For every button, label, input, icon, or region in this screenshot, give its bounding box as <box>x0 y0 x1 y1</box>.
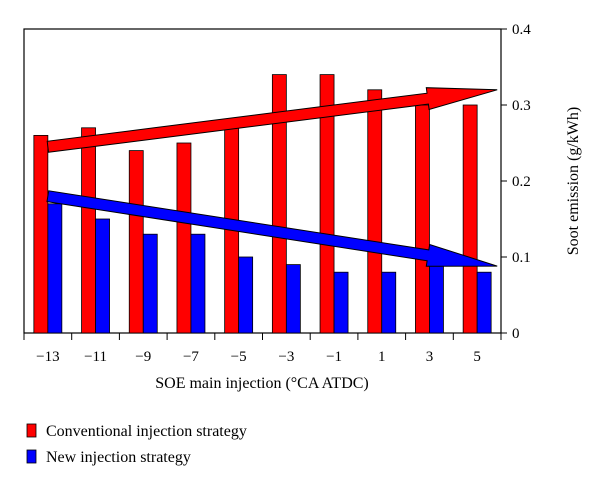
y-tick-label-2: 0.2 <box>512 174 531 190</box>
conventional-bar-7 <box>367 89 383 334</box>
new-bar-1 <box>95 218 110 334</box>
conventional-bar-3 <box>176 142 192 334</box>
conventional-bar-5 <box>271 74 287 334</box>
new-trend-arrow <box>46 190 498 267</box>
x-tick-label-6: −1 <box>326 349 342 365</box>
trend-arrows-group <box>46 87 498 267</box>
conventional-legend-label: Conventional injection strategy <box>46 423 247 440</box>
x-axis-ticks: −13 −11 −9 −7 −5 −3 −1 1 3 5 <box>23 333 502 365</box>
x-tick-label-7: 1 <box>378 349 386 365</box>
x-tick-label-3: −7 <box>183 349 199 365</box>
x-tick-label-4: −5 <box>231 349 247 365</box>
new-bar-9 <box>476 271 492 334</box>
conventional-trend-arrow <box>46 87 498 153</box>
x-tick-label-2: −9 <box>135 349 151 365</box>
y-tick-label-0: 0 <box>512 326 520 342</box>
new-bar-3 <box>190 233 206 334</box>
x-axis-title: SOE main injection (°CA ATDC) <box>155 375 369 392</box>
new-bar-5 <box>285 264 301 334</box>
x-tick-label-8: 3 <box>426 349 434 365</box>
new-bar-8 <box>429 264 444 334</box>
new-legend-label: New injection strategy <box>46 449 191 466</box>
conventional-bar-8 <box>415 104 430 334</box>
x-tick-label-9: 5 <box>473 349 481 365</box>
conventional-legend-swatch <box>26 423 37 438</box>
x-tick-label-0: −13 <box>36 349 59 365</box>
legend: Conventional injection strategy New injec… <box>26 423 247 466</box>
new-bar-0 <box>47 203 63 334</box>
conventional-bar-6 <box>319 74 335 334</box>
conventional-bar-1 <box>81 127 96 334</box>
new-bar-6 <box>333 271 349 334</box>
new-legend-swatch <box>26 449 37 464</box>
conventional-bar-9 <box>462 104 478 334</box>
conventional-bar-0 <box>33 134 49 334</box>
y-tick-label-1: 0.1 <box>512 250 531 266</box>
x-tick-label-1: −11 <box>84 349 107 365</box>
new-bar-7 <box>381 271 397 334</box>
y-axis-ticks: 0 0.1 0.2 0.3 0.4 <box>501 22 531 342</box>
new-bar-4 <box>238 256 254 334</box>
conventional-bar-2 <box>128 150 144 334</box>
y-axis-title: Soot emission (g/kWh) <box>565 107 582 255</box>
x-tick-label-5: −3 <box>278 349 294 365</box>
y-tick-label-3: 0.3 <box>512 98 531 114</box>
new-bar-2 <box>142 233 158 334</box>
y-tick-label-4: 0.4 <box>512 22 531 38</box>
